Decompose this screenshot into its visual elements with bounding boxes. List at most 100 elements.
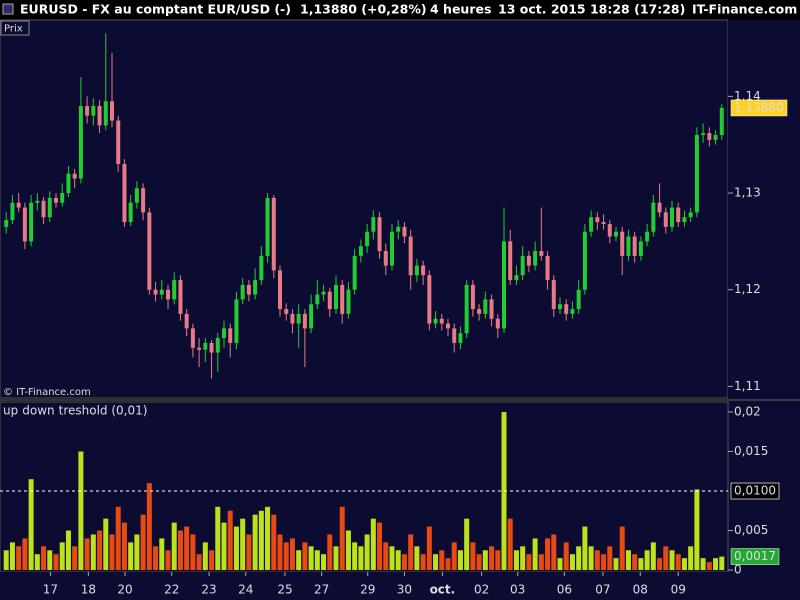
histogram-bar: [644, 550, 650, 571]
candle-body: [91, 106, 96, 116]
histogram-bar: [569, 554, 575, 571]
candle-body: [570, 309, 575, 314]
last-value-label: 0,0017: [734, 549, 776, 563]
x-tick-label: 24: [238, 583, 253, 597]
datetime: 13 oct. 2015 18:28 (17:28): [498, 2, 685, 17]
candle-body: [29, 202, 34, 242]
x-tick-label: 18: [81, 583, 96, 597]
histogram-bar: [607, 546, 613, 571]
candle-body: [396, 226, 401, 232]
symbol-title: EURUSD - FX au comptant EUR/USD (-): [20, 2, 291, 17]
candle-body: [103, 101, 108, 126]
histogram-bar: [53, 554, 59, 571]
panel-label-box: [0, 20, 30, 36]
histogram-bar: [3, 550, 9, 571]
histogram-bar: [84, 538, 90, 571]
histogram-bar: [588, 546, 594, 571]
histogram-bar: [16, 546, 22, 571]
candle-body: [340, 284, 345, 314]
histogram-bar: [513, 550, 519, 571]
candle-body: [172, 280, 177, 300]
histogram-bar: [302, 542, 308, 571]
histogram-bar: [482, 550, 488, 571]
candle-body: [682, 217, 687, 223]
histogram-bar: [681, 558, 687, 571]
histogram-bar: [140, 514, 146, 571]
candle-body: [334, 284, 338, 310]
candle-body: [477, 309, 482, 314]
histogram-bar: [345, 530, 351, 571]
candle-body: [595, 217, 600, 223]
x-tick-label: 30: [397, 583, 412, 597]
histogram-bar: [196, 554, 202, 571]
candle-body: [489, 299, 494, 319]
x-tick-label: 23: [201, 583, 216, 597]
candle-body: [60, 193, 65, 203]
histogram-bar: [72, 546, 78, 571]
last-price: 1,13880 (+0,28%): [300, 2, 427, 17]
candle-body: [10, 202, 15, 221]
x-tick-label: 20: [117, 583, 132, 597]
histogram-bar: [476, 554, 482, 571]
histogram-bar: [128, 542, 134, 571]
histogram-bar: [153, 546, 159, 571]
histogram-bar: [594, 550, 600, 571]
y-tick-label: 1,13: [734, 186, 761, 200]
histogram-bar: [78, 451, 84, 571]
candle-body: [346, 289, 351, 314]
histogram-bar: [90, 534, 96, 571]
candle-body: [514, 275, 519, 281]
candle-body: [110, 101, 114, 121]
candle-body: [408, 236, 413, 276]
candle-body: [645, 231, 650, 242]
histogram-bar: [613, 558, 619, 571]
histogram-bar: [190, 534, 196, 571]
histogram-bar: [339, 506, 345, 571]
x-tick-label: 09: [671, 583, 686, 597]
histogram-bar: [451, 542, 457, 571]
title-icon: [2, 3, 14, 15]
candle-body: [663, 212, 668, 227]
candle-body: [607, 223, 612, 237]
histogram-bar: [619, 526, 625, 571]
candle-body: [638, 241, 643, 256]
x-tick-label: 02: [474, 583, 489, 597]
candle-body: [402, 226, 407, 237]
histogram-bar: [507, 518, 513, 571]
histogram-bar: [420, 554, 426, 571]
histogram-bar: [457, 550, 463, 571]
candle-body: [72, 173, 77, 179]
candle-body: [701, 133, 706, 136]
candle-body: [458, 333, 463, 343]
x-tick-label: 22: [164, 583, 179, 597]
histogram-bar: [408, 534, 414, 571]
histogram-bar: [719, 556, 725, 571]
histogram-bar: [426, 526, 432, 571]
candle-body: [582, 231, 587, 290]
candle-body: [302, 313, 307, 329]
histogram-bar: [414, 546, 420, 571]
candle-body: [153, 289, 158, 295]
x-axis-panel: [0, 572, 800, 600]
x-tick-label: 29: [360, 583, 375, 597]
candle-body: [533, 251, 538, 266]
candle-body: [390, 231, 394, 266]
histogram-bar: [97, 530, 103, 571]
candle-body: [240, 284, 245, 300]
legend-entry: down: [22, 404, 54, 418]
histogram-bar: [470, 542, 476, 571]
histogram-bar: [520, 546, 526, 571]
candle-body: [508, 241, 513, 281]
x-tick-label: 08: [633, 583, 648, 597]
candle-body: [253, 280, 258, 295]
candle-body: [327, 291, 332, 310]
y-tick-label: 0,015: [734, 444, 768, 458]
candle-body: [371, 217, 376, 232]
histogram-bar: [439, 550, 445, 571]
histogram-bar: [283, 542, 289, 571]
histogram-bar: [601, 554, 607, 571]
candle-body: [620, 231, 625, 256]
histogram-bar: [557, 558, 563, 571]
